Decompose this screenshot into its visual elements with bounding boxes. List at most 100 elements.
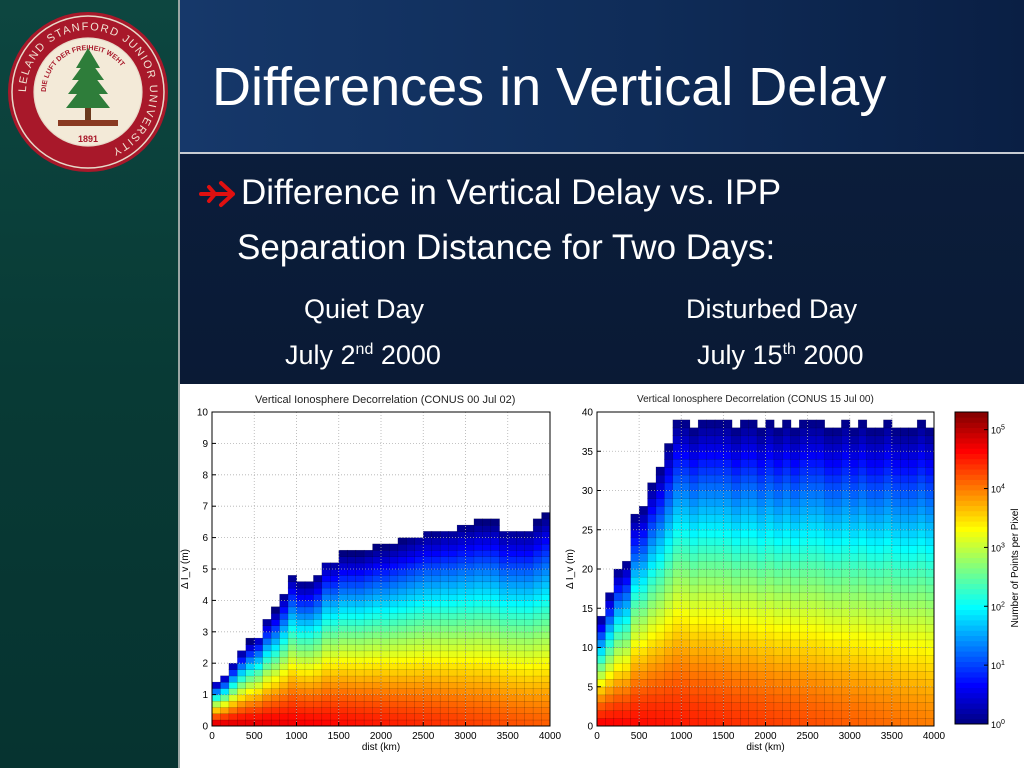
heatmap-cell	[857, 694, 868, 703]
title-rule	[180, 152, 1024, 154]
heatmap-cell	[824, 451, 834, 460]
heatmap-cell	[765, 529, 775, 539]
heatmap-cell	[321, 593, 331, 601]
heatmap-cell	[672, 466, 682, 476]
heatmap-cell	[925, 600, 935, 609]
heatmap-cell	[270, 681, 281, 689]
x-tick-label: 1000	[670, 731, 693, 742]
heatmap-cell	[925, 631, 935, 641]
heatmap-cell	[655, 702, 665, 711]
heatmap-cell	[765, 655, 775, 664]
heatmap-cell	[541, 549, 551, 557]
heatmap-cell	[456, 719, 466, 727]
heatmap-cell	[296, 700, 306, 708]
heatmap-cell	[630, 529, 640, 539]
heatmap-cell	[916, 435, 927, 444]
heatmap-cell	[465, 568, 475, 576]
heatmap-cell	[304, 625, 314, 633]
heatmap-cell	[338, 700, 348, 708]
colorbar-segment	[955, 542, 988, 548]
heatmap-cell	[596, 710, 606, 719]
y-tick-label: 25	[582, 525, 594, 536]
heatmap-cell	[857, 710, 868, 719]
heatmap-cell	[630, 631, 640, 641]
colorbar-segment	[955, 490, 988, 496]
heatmap-cell	[647, 592, 657, 601]
heatmap-cell	[748, 686, 758, 696]
heatmap-cell	[782, 529, 792, 539]
heatmap-cell	[891, 451, 901, 460]
heatmap-cell	[756, 710, 767, 719]
heatmap-cell	[874, 537, 884, 546]
heatmap-cell	[380, 675, 390, 683]
heatmap-cell	[815, 521, 825, 531]
heatmap-cell	[664, 513, 674, 523]
heatmap-cell	[287, 631, 298, 639]
heatmap-cell	[304, 713, 314, 721]
heatmap-cell	[824, 490, 834, 499]
heatmap-cell	[765, 702, 775, 711]
heatmap-cell	[891, 655, 901, 664]
heatmap-cell	[296, 637, 306, 645]
heatmap-cell	[473, 549, 483, 557]
heatmap-cell	[524, 644, 534, 652]
heatmap-cell	[841, 490, 851, 499]
heatmap-cell	[807, 710, 817, 719]
heatmap-cell	[706, 623, 716, 633]
heatmap-cell	[883, 529, 893, 539]
heatmap-cell	[372, 706, 382, 714]
heatmap-cell	[900, 513, 910, 523]
heatmap-cell	[431, 562, 441, 570]
heatmap-cell	[516, 637, 526, 645]
heatmap-cell	[723, 592, 733, 601]
heatmap-cell	[516, 575, 526, 583]
heatmap-cell	[782, 608, 792, 617]
heatmap-cell	[355, 688, 365, 696]
heatmap-cell	[363, 637, 374, 645]
heatmap-cell	[798, 474, 809, 484]
heatmap-cell	[532, 656, 543, 664]
heatmap-cell	[346, 706, 357, 714]
heatmap-cell	[874, 608, 884, 617]
heatmap-cell	[731, 702, 741, 711]
heatmap-cell	[908, 592, 918, 601]
heatmap-cell	[355, 650, 365, 658]
heatmap-cell	[756, 694, 767, 703]
heatmap-cell	[697, 451, 708, 460]
heatmap-cell	[824, 427, 834, 437]
colorbar-tick-label: 102	[991, 601, 1005, 612]
heatmap-cell	[883, 466, 893, 476]
heatmap-cell	[832, 490, 842, 499]
heatmap-cell	[672, 521, 682, 531]
heatmap-cell	[697, 608, 708, 617]
heatmap-cell	[925, 584, 935, 594]
heatmap-cell	[697, 482, 708, 492]
heatmap-cell	[908, 529, 918, 539]
heatmap-cell	[790, 458, 800, 468]
heatmap-cell	[330, 688, 340, 696]
heatmap-cell	[647, 639, 657, 648]
heatmap-cell	[338, 681, 348, 689]
heatmap-cell	[638, 663, 649, 672]
heatmap-cell	[866, 608, 876, 617]
heatmap-cell	[664, 639, 674, 648]
heatmap-cell	[689, 560, 699, 570]
heatmap-cell	[849, 545, 859, 554]
heatmap-cell	[681, 443, 691, 452]
heatmap-cell	[765, 608, 775, 617]
heatmap-cell	[798, 623, 809, 633]
heatmap-cell	[270, 637, 281, 645]
heatmap-cell	[439, 543, 450, 551]
heatmap-cell	[714, 639, 724, 648]
heatmap-cell	[866, 623, 876, 633]
heatmap-cell	[866, 584, 876, 594]
heatmap-cell	[874, 639, 884, 648]
heatmap-cell	[689, 647, 699, 656]
heatmap-cell	[638, 529, 649, 539]
heatmap-cell	[262, 656, 272, 664]
heatmap-cell	[304, 694, 314, 702]
heatmap-cell	[313, 600, 323, 608]
heatmap-cell	[883, 560, 893, 570]
heatmap-cell	[220, 688, 230, 696]
heatmap-cell	[664, 466, 674, 476]
